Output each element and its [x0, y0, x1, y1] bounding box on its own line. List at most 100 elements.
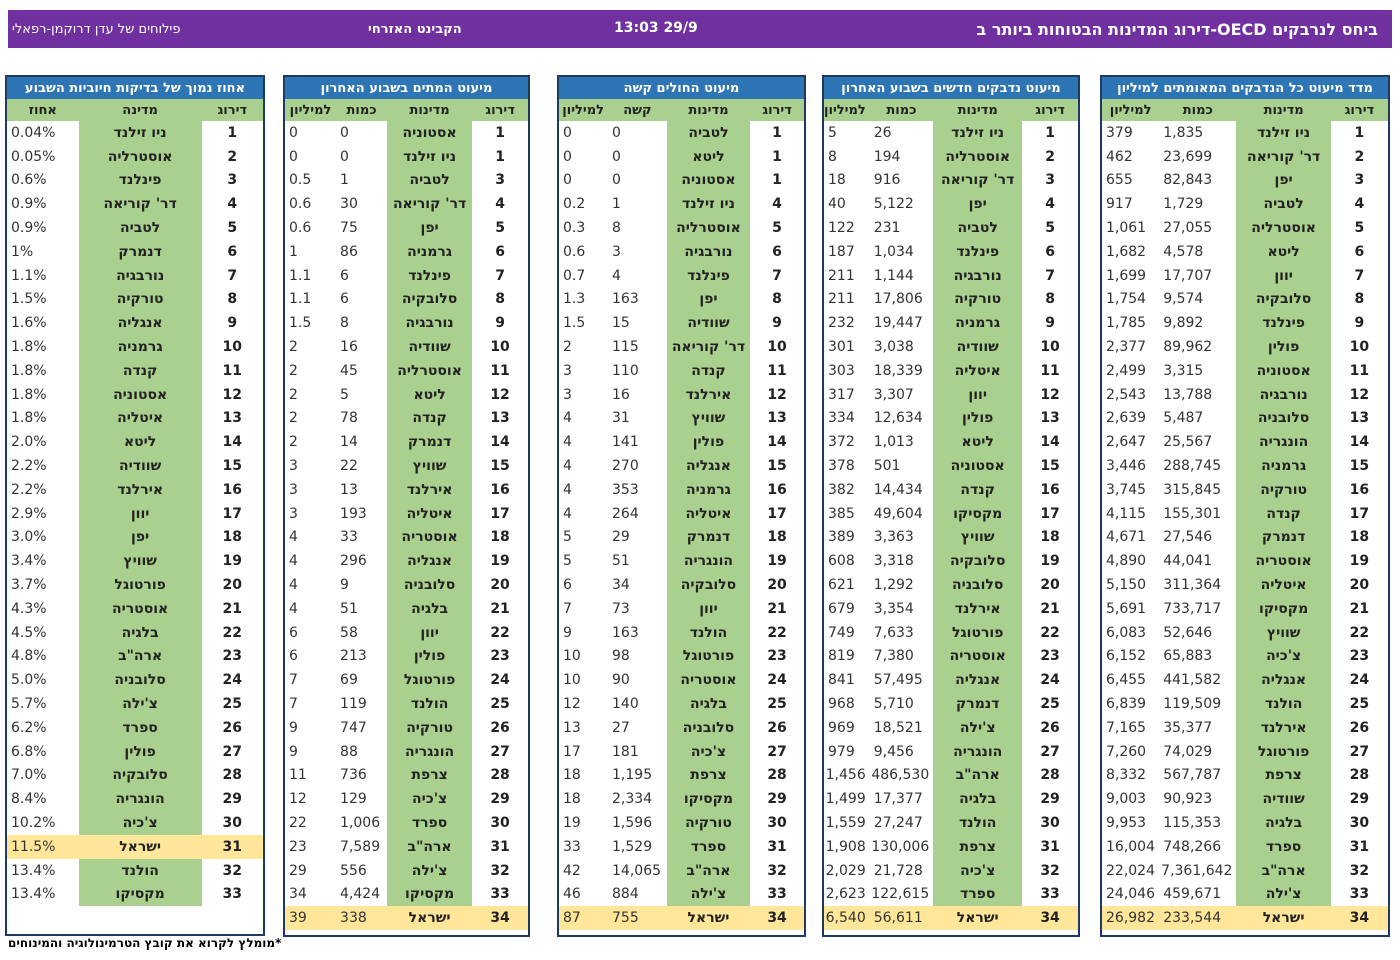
table-row: 23 פורטוגל 98 10 — [559, 644, 804, 669]
value: 6,540 — [824, 906, 870, 931]
rank: 8 — [495, 291, 505, 308]
value: 4 — [563, 505, 572, 522]
rank: 25 — [1349, 696, 1370, 713]
value: 5,150 — [1106, 577, 1147, 594]
rank: 30 — [767, 815, 787, 831]
value: 18,521 — [873, 719, 923, 736]
value: 1,699 — [1106, 267, 1147, 284]
table-row: 28 סלובקיה 7.0% — [7, 763, 263, 788]
rank: 2 — [1045, 148, 1055, 165]
value: 82,843 — [1163, 172, 1213, 189]
table-row: 5 לטביה 231 122 — [824, 216, 1078, 240]
value: 29 — [612, 529, 630, 546]
value: 0.6% — [11, 172, 47, 189]
value: 459,671 — [1163, 886, 1222, 903]
rank: 16 — [222, 481, 243, 498]
table-row: 19 שוויץ 3.4% — [7, 549, 263, 574]
value: 441,582 — [1163, 672, 1222, 689]
value: 49,604 — [873, 505, 923, 522]
value: 4 — [563, 434, 572, 451]
country: פורטוגל — [1236, 739, 1331, 764]
country: ניו זילנד — [933, 121, 1023, 145]
value: 23,699 — [1163, 148, 1213, 165]
value: 1,292 — [873, 577, 914, 594]
rank: 21 — [767, 600, 787, 617]
value: 1,006 — [340, 815, 381, 831]
value: 7,165 — [1106, 719, 1147, 736]
rank: 13 — [222, 410, 243, 427]
country: איטליה — [666, 501, 751, 526]
value: 86 — [340, 243, 358, 260]
rank: 20 — [490, 577, 510, 594]
value: 9 — [340, 577, 349, 594]
table-box: מיעוט המתים בשבוע האחרון דירוג מדינות כמות ל… — [283, 75, 530, 937]
table-row: 5 לטביה 0.9% — [7, 216, 263, 240]
value: 1.1 — [289, 291, 312, 308]
country: אוסטרליה — [666, 216, 751, 240]
value: 1,682 — [1106, 243, 1147, 260]
rank: 6 — [495, 243, 505, 260]
value: 4 — [563, 458, 572, 475]
rank: 27 — [1040, 743, 1060, 760]
rank: 32 — [767, 862, 787, 879]
value: 6,455 — [1106, 672, 1147, 689]
rank: 5 — [1045, 220, 1055, 237]
rank: 5 — [495, 220, 505, 237]
value: 16 — [612, 386, 630, 403]
value: 42 — [563, 862, 581, 879]
value: 1,596 — [612, 815, 653, 831]
rank: 5 — [772, 220, 782, 237]
table-row: 13 שוויץ 31 4 — [559, 406, 804, 431]
header-row: דירוג מדינה אחוז — [7, 99, 263, 121]
rank: 20 — [222, 577, 243, 594]
table-row: 26 אירלנד 35,377 7,165 — [1102, 715, 1388, 740]
table-row: 27 פולין 6.8% — [7, 739, 263, 764]
value: 7 — [289, 672, 298, 689]
value: 2,334 — [612, 791, 653, 808]
rank: 30 — [490, 815, 510, 831]
rank: 16 — [1040, 481, 1060, 498]
table-row: 27 הונגריה 9,456 979 — [824, 739, 1078, 764]
rank: 29 — [1040, 791, 1060, 808]
table-row: 19 סלובקיה 3,318 608 — [824, 549, 1078, 574]
country: אנגליה — [78, 311, 202, 336]
value: 2,543 — [1106, 386, 1147, 403]
value: 119,509 — [1163, 696, 1222, 713]
value: 0 — [563, 124, 572, 141]
rank: 23 — [1349, 648, 1370, 665]
value: 4 — [563, 481, 572, 498]
rank: 1 — [772, 124, 782, 141]
rank: 31 — [201, 834, 263, 859]
rank: 16 — [490, 481, 510, 498]
value: 1.8% — [11, 410, 47, 427]
value: 4 — [289, 577, 298, 594]
rank: 5 — [227, 220, 238, 237]
value: 3,446 — [1106, 458, 1147, 475]
rank: 11 — [1040, 362, 1060, 379]
header-row: דירוג מדינות כמות למיליון — [1102, 99, 1388, 121]
value: 9 — [563, 624, 572, 641]
header-row: דירוג מדינות כמות למיליון — [285, 99, 528, 121]
country: פינלנד — [933, 239, 1023, 264]
value: 4.8% — [11, 648, 47, 665]
table-row: 3 דר' קוריאה 916 18 — [824, 168, 1078, 193]
value: 3,745 — [1106, 481, 1147, 498]
table-row: 16 גרמניה 353 4 — [559, 477, 804, 502]
country: נורבגיה — [78, 263, 202, 288]
value: 19,447 — [873, 315, 923, 332]
column-header: מדינות — [387, 99, 473, 121]
value: 1,729 — [1163, 196, 1204, 213]
table-row: 26 סלובניה 27 13 — [559, 715, 804, 740]
country: שוודיה — [387, 335, 473, 359]
value: 8 — [828, 148, 837, 165]
country: אוסטריה — [387, 525, 473, 550]
table-row: 4 דר' קוריאה 30 0.6 — [285, 192, 528, 217]
rank: 14 — [1040, 434, 1060, 451]
value: 5 — [340, 386, 349, 403]
value: 0.9% — [11, 220, 47, 237]
country: מקסיקו — [1236, 596, 1331, 621]
rank: 7 — [495, 267, 505, 284]
country: טורקיה — [1236, 477, 1331, 502]
value: 7,589 — [340, 838, 381, 855]
value: 749 — [828, 624, 855, 641]
